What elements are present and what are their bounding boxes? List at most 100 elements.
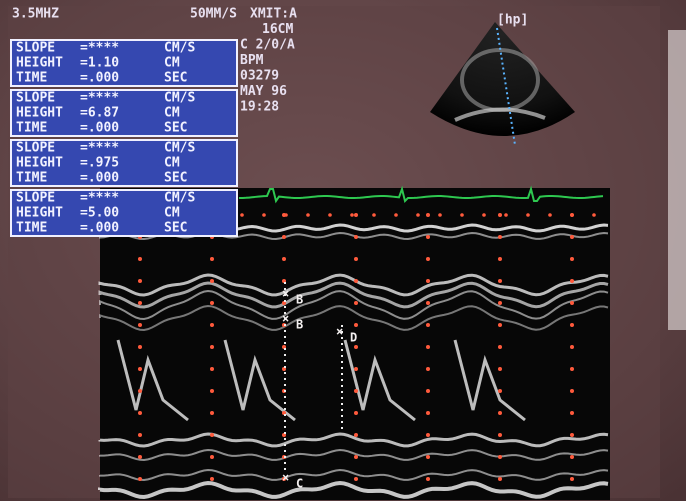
measurement-label: SLOPE	[16, 191, 55, 206]
depth-dot	[570, 367, 574, 371]
depth-dot	[210, 411, 214, 415]
depth-dot	[138, 345, 142, 349]
measurement-unit: CM/S	[164, 141, 195, 156]
depth-dot	[570, 433, 574, 437]
measurement-value: =6.87	[80, 106, 119, 121]
leaflet-echo	[116, 339, 189, 422]
sector-label: [hp]	[497, 13, 528, 28]
caliper-marker: B	[296, 293, 303, 307]
depth-dot	[350, 213, 354, 217]
depth-dot	[570, 411, 574, 415]
measurement-value: =.000	[80, 121, 119, 136]
echo-band	[98, 432, 609, 448]
measurement-value: =.975	[80, 156, 119, 171]
depth-dot	[498, 455, 502, 459]
depth-dot	[282, 477, 286, 481]
probe-label: 3.5MHZ	[12, 7, 59, 22]
depth-dot	[354, 345, 358, 349]
measurement-unit: SEC	[164, 171, 187, 186]
depth-dot	[354, 411, 358, 415]
depth-dot	[354, 213, 358, 217]
measurement-box	[10, 89, 238, 137]
depth-dot	[210, 477, 214, 481]
leaflet-echo	[343, 339, 416, 422]
measurement-unit: CM	[164, 106, 180, 121]
depth-dot	[354, 477, 358, 481]
measurement-label: HEIGHT	[16, 106, 63, 121]
depth-dot	[426, 235, 430, 239]
measurement-label: TIME	[16, 221, 47, 236]
measurement-value: =****	[80, 91, 119, 106]
screen-edge	[668, 30, 686, 330]
depth-dot	[284, 213, 288, 217]
measurement-value: =.000	[80, 71, 119, 86]
depth-dot	[240, 213, 244, 217]
depth-dot	[354, 389, 358, 393]
depth-dot	[526, 213, 530, 217]
depth-dot	[570, 477, 574, 481]
measurement-value: =1.10	[80, 56, 119, 71]
depth-dot	[570, 301, 574, 305]
depth-dot	[498, 433, 502, 437]
caliper-x: ×	[282, 312, 289, 326]
caliper-x: ×	[336, 325, 343, 339]
depth-dot	[426, 213, 430, 217]
depth-dot	[210, 301, 214, 305]
measurement-label: HEIGHT	[16, 206, 63, 221]
echo-band	[99, 469, 609, 481]
measurement-value: =.000	[80, 221, 119, 236]
depth-dot	[426, 477, 430, 481]
depth-dot	[210, 455, 214, 459]
depth-dot	[138, 433, 142, 437]
depth-dot	[570, 213, 574, 217]
depth-dot	[482, 213, 486, 217]
depth-dot	[426, 301, 430, 305]
depth-dot	[498, 279, 502, 283]
echo-band	[99, 290, 609, 320]
measurement-label: SLOPE	[16, 141, 55, 156]
depth-dot	[138, 411, 142, 415]
measurement-unit: SEC	[164, 121, 187, 136]
measurement-unit: SEC	[164, 71, 187, 86]
depth-dot	[426, 323, 430, 327]
caliper-marker: C	[296, 477, 303, 491]
depth-dot	[354, 257, 358, 261]
depth-dot	[282, 235, 286, 239]
depth-dot	[372, 213, 376, 217]
depth-dot	[498, 301, 502, 305]
measurement-unit: CM/S	[164, 41, 195, 56]
measurement-label: SLOPE	[16, 91, 55, 106]
depth-dot	[210, 367, 214, 371]
depth-dot	[438, 213, 442, 217]
measurement-label: HEIGHT	[16, 156, 63, 171]
caliper-marker: D	[350, 331, 357, 345]
measurement-value: =.000	[80, 171, 119, 186]
caliper-x: ×	[282, 471, 289, 485]
measurement-box	[10, 189, 238, 237]
depth-dot	[498, 213, 502, 217]
depth-dot	[498, 477, 502, 481]
measurement-unit: CM/S	[164, 191, 195, 206]
info-line: XMIT:A	[250, 7, 297, 22]
measurement-unit: CM	[164, 56, 180, 71]
measurement-value: =****	[80, 141, 119, 156]
depth-dot	[138, 367, 142, 371]
depth-dot	[354, 235, 358, 239]
depth-dot	[548, 213, 552, 217]
measurement-label: TIME	[16, 171, 47, 186]
measurement-unit: CM/S	[164, 91, 195, 106]
depth-dot	[570, 345, 574, 349]
depth-dot	[426, 257, 430, 261]
sector-image	[430, 22, 575, 136]
measurement-box	[10, 139, 238, 187]
echo-band	[99, 232, 609, 240]
depth-dot	[498, 367, 502, 371]
depth-dot	[498, 323, 502, 327]
echo-band	[98, 481, 609, 499]
depth-dot	[426, 345, 430, 349]
measurement-label: SLOPE	[16, 41, 55, 56]
depth-dot	[498, 257, 502, 261]
info-line: 19:28	[240, 100, 279, 115]
depth-dot	[210, 389, 214, 393]
